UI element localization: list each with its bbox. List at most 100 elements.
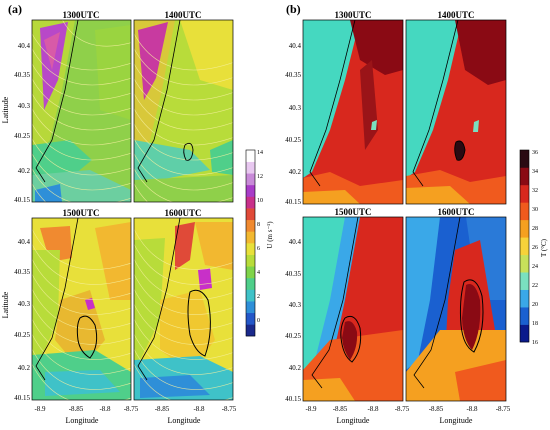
panel-b-map-1300 xyxy=(302,19,404,205)
a-cbar-tick-8: 8 xyxy=(257,222,260,228)
a-cbar-swatch-12 xyxy=(246,184,255,197)
a-ytick-top-6: 40.15 xyxy=(14,196,30,204)
b-xtick-4: -8.75 xyxy=(395,405,410,413)
b-cbar-label: T (°C) xyxy=(540,238,548,257)
a-cbar-swatch-4 xyxy=(246,277,255,290)
b-xlabel-left: Longitude xyxy=(337,416,370,425)
b-cbar-swatch-0 xyxy=(520,324,529,343)
a-cbar-swatch-2 xyxy=(246,301,255,314)
a-cbar-tick-4: 4 xyxy=(257,270,260,276)
b-cbar-frame xyxy=(519,149,530,343)
panel-a-label: (a) xyxy=(8,2,22,16)
panel-b-title-1400: 1400UTC xyxy=(437,10,474,20)
panel-b-label: (b) xyxy=(286,2,301,16)
b-ytick-bot-4: 40.25 xyxy=(285,332,301,340)
b-cbar-swatch-1 xyxy=(520,307,529,325)
a-cbar-tick-6: 6 xyxy=(257,246,260,252)
panel-a-title-1600: 1600UTC xyxy=(164,208,201,218)
b-xtick-5: -8.85 xyxy=(429,405,444,413)
b-ytick-bot-2: 40.35 xyxy=(285,270,301,278)
b-ytick-top-3: 40.3 xyxy=(289,104,302,112)
b-cbar-swatch-8 xyxy=(520,184,529,203)
panel-a-map-1300 xyxy=(31,19,132,203)
b-ytick-top-1: 40.4 xyxy=(289,42,302,50)
a-ytick-bot-4: 40.25 xyxy=(14,331,30,339)
b-cbar-tick-30: 30 xyxy=(532,207,538,213)
panel-a-title-1500: 1500UTC xyxy=(62,208,99,218)
a-cbar-tick-14: 14 xyxy=(257,150,263,156)
a-ytick-top-2: 40.35 xyxy=(14,71,30,79)
b-cbar-swatch-7 xyxy=(520,202,529,221)
a-cbar-swatch-3 xyxy=(246,289,255,302)
a-xtick-2: -8.85 xyxy=(69,405,84,413)
b-cbar-swatch-6 xyxy=(520,219,529,238)
a-xlabel-left: Longitude xyxy=(66,416,99,425)
a-cbar-frame xyxy=(245,149,256,337)
b-cbar-tick-24: 24 xyxy=(532,264,538,270)
a-xlabel-right: Longitude xyxy=(168,416,201,425)
panel-b-title-1300: 1300UTC xyxy=(334,10,371,20)
b-xtick-1: -8.9 xyxy=(305,405,317,413)
a-cbar-swatch-7 xyxy=(246,243,255,255)
b-xtick-7: -8.75 xyxy=(496,405,511,413)
b-cbar-tick-20: 20 xyxy=(532,302,538,308)
b-cbar-swatch-10 xyxy=(520,150,529,168)
a-xtick-1: -8.9 xyxy=(34,405,46,413)
a-cbar-tick-10: 10 xyxy=(257,198,263,204)
b-ytick-bot-1: 40.4 xyxy=(289,238,302,246)
a-ytick-bot-3: 40.3 xyxy=(18,300,31,308)
b-ytick-top-5: 40.2 xyxy=(289,168,302,176)
panel-b-colorbar xyxy=(519,149,530,343)
panel-b-map-1600 xyxy=(405,216,507,402)
panel-a-title-1400: 1400UTC xyxy=(164,10,201,20)
a-cbar-swatch-0 xyxy=(246,324,255,337)
b-cbar-tick-34: 34 xyxy=(532,169,538,175)
a-xtick-5: -8.85 xyxy=(155,405,170,413)
b-ytick-top-4: 40.25 xyxy=(285,136,301,144)
a-cbar-label: U (m s⁻¹) xyxy=(266,221,274,249)
a-cbar-swatch-14 xyxy=(246,161,255,174)
b-ytick-top-6: 40.15 xyxy=(285,198,301,206)
b-cbar-swatch-4 xyxy=(520,254,529,273)
b-ytick-bot-5: 40.2 xyxy=(289,364,302,372)
a-ytick-top-4: 40.25 xyxy=(14,132,30,140)
a-ytick-top-5: 40.2 xyxy=(18,167,31,175)
b-cbar-swatch-9 xyxy=(520,167,529,186)
a-ylabel-bottom: Latitude xyxy=(1,291,10,318)
a-ytick-bot-6: 40.15 xyxy=(14,394,30,402)
b-xtick-6: -8.8 xyxy=(466,405,478,413)
b-cbar-tick-26: 26 xyxy=(532,245,538,251)
a-cbar-swatch-10 xyxy=(246,208,255,221)
b-cbar-swatch-2 xyxy=(520,289,529,308)
a-cbar-swatch-6 xyxy=(246,254,255,267)
panel-a-map-1600 xyxy=(133,217,234,401)
b-xlabel-right: Longitude xyxy=(440,416,473,425)
panel-b-map-1400 xyxy=(405,19,507,205)
b-cbar-tick-28: 28 xyxy=(532,226,538,232)
a-xtick-3: -8.8 xyxy=(99,405,111,413)
a-cbar-swatch-1 xyxy=(246,312,255,325)
b-cbar-tick-18: 18 xyxy=(532,321,538,327)
b-ytick-bot-6: 40.15 xyxy=(285,395,301,403)
b-cbar-swatch-3 xyxy=(520,272,529,290)
a-cbar-swatch-15 xyxy=(246,150,255,162)
panel-b-map-1500 xyxy=(302,216,404,402)
panel-a-map-1400 xyxy=(133,19,234,203)
a-ytick-bot-5: 40.2 xyxy=(18,364,31,372)
b-cbar-tick-16: 16 xyxy=(532,340,538,346)
a-ytick-top-1: 40.4 xyxy=(18,42,31,50)
a-cbar-swatch-9 xyxy=(246,219,255,232)
b-cbar-swatch-5 xyxy=(520,237,529,256)
a-cbar-tick-12: 12 xyxy=(257,174,263,180)
a-ytick-top-3: 40.3 xyxy=(18,102,31,110)
b-xtick-3: -8.8 xyxy=(367,405,379,413)
panel-b-title-1500: 1500UTC xyxy=(334,207,371,217)
a-xtick-4: -8.75 xyxy=(124,405,139,413)
a-ytick-bot-2: 40.35 xyxy=(14,268,30,276)
b-cbar-tick-36: 36 xyxy=(532,150,538,156)
panel-b-title-1600: 1600UTC xyxy=(437,207,474,217)
a-cbar-tick-0: 0 xyxy=(257,318,260,324)
a-cbar-tick-2: 2 xyxy=(257,294,260,300)
b-cbar-tick-22: 22 xyxy=(532,283,538,289)
